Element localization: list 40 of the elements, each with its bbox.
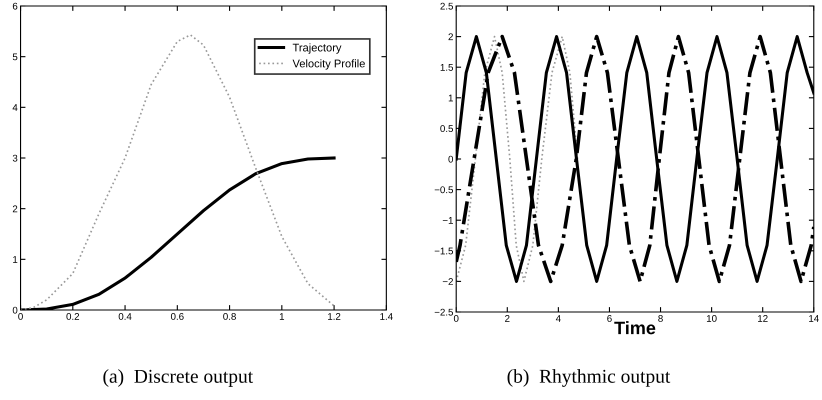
- x-tick-label: 0.2: [66, 313, 80, 320]
- y-tick-label: −1.5: [434, 248, 454, 254]
- legend-label: Velocity Profile: [292, 59, 365, 70]
- x-tick-label: 10: [706, 315, 717, 322]
- y-tick-label: 2.5: [440, 2, 454, 10]
- y-tick-label: 6: [12, 2, 18, 10]
- y-tick-label: 0.5: [440, 125, 454, 132]
- x-tick-label: 14: [809, 315, 819, 322]
- x-tick-label: 0: [18, 313, 23, 320]
- x-tick-label: 1.2: [328, 313, 340, 320]
- x-tick-label: 6: [607, 315, 612, 322]
- x-tick-label: 8: [658, 315, 663, 322]
- x-tick-label: 0: [454, 315, 459, 322]
- x-tick-label: 1: [280, 313, 284, 320]
- line-series: [456, 36, 578, 282]
- x-tick-label: 0.6: [170, 313, 184, 320]
- x-tick-label: 2: [505, 315, 510, 322]
- y-tick-label: −2.5: [434, 308, 454, 316]
- y-tick-label: 2: [12, 205, 18, 212]
- legend-label: Trajectory: [292, 43, 342, 54]
- x-axis-title: Time: [614, 321, 656, 334]
- y-tick-label: −0.5: [434, 186, 454, 194]
- x-tick-label: 4: [556, 315, 561, 322]
- y-tick-label: 1: [448, 94, 453, 102]
- y-tick-label: −1: [442, 217, 453, 224]
- text: (a) Discrete output: [103, 369, 254, 387]
- y-tick-label: 3: [12, 154, 18, 162]
- y-tick-label: 1: [13, 256, 18, 263]
- y-tick-label: 4: [12, 104, 18, 111]
- y-tick-label: 1.5: [440, 64, 454, 71]
- x-tick-label: 1.4: [380, 313, 393, 320]
- x-tick-label: 12: [758, 315, 768, 322]
- y-tick-label: 5: [12, 54, 18, 60]
- x-tick-label: 0.8: [223, 313, 236, 320]
- y-tick-label: −2: [442, 278, 453, 285]
- y-tick-label: 0: [448, 156, 454, 163]
- text: (b) Rhythmic output: [508, 369, 670, 387]
- x-tick-label: 0.4: [118, 313, 132, 320]
- y-tick-label: 2: [448, 33, 453, 40]
- y-tick-label: 0: [12, 306, 18, 314]
